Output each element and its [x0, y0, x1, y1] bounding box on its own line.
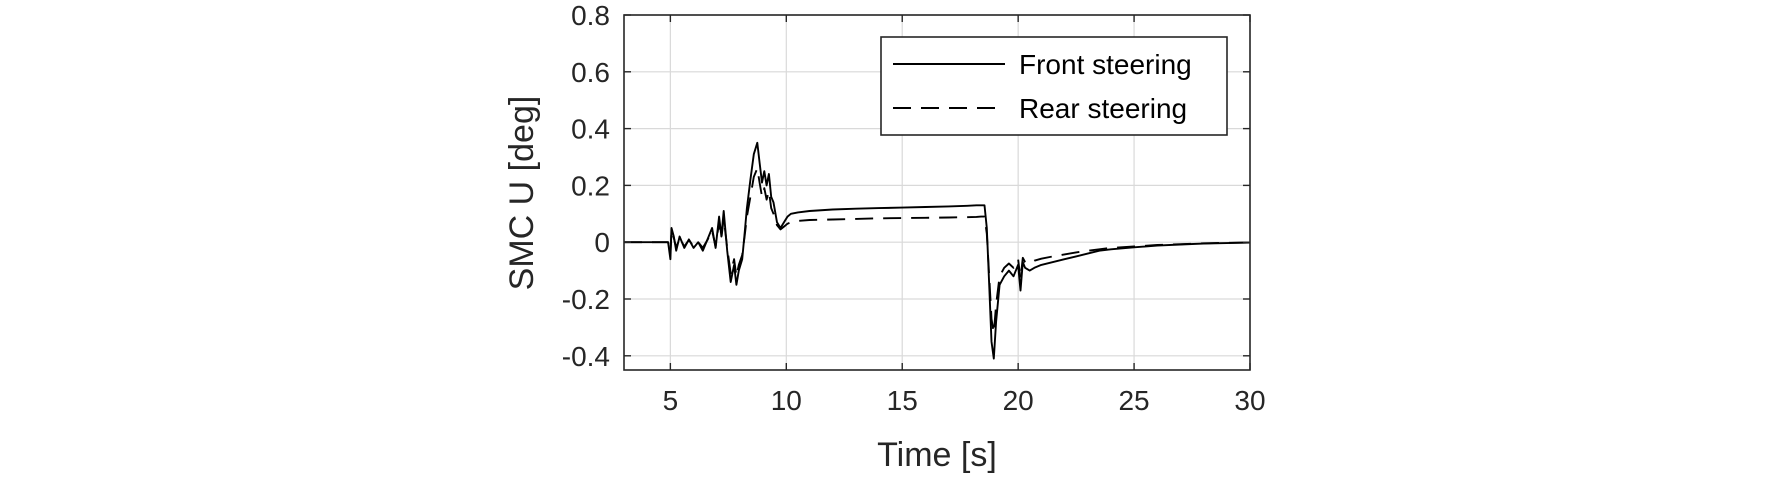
x-tick-label: 15 [887, 385, 918, 416]
legend-label-rear-steering: Rear steering [1019, 93, 1187, 124]
x-tick-label: 20 [1003, 385, 1034, 416]
x-axis-title: Time [s] [877, 436, 997, 474]
y-tick-label: 0 [594, 227, 610, 258]
legend-label-front-steering: Front steering [1019, 49, 1192, 80]
y-tick-label: 0.6 [571, 57, 610, 88]
y-tick-label: 0.4 [571, 114, 610, 145]
y-tick-label: 0.2 [571, 170, 610, 201]
series-group [624, 141, 1251, 360]
x-tick-label: 25 [1118, 385, 1149, 416]
legend-box [880, 36, 1228, 136]
x-tick-label: 5 [663, 385, 679, 416]
y-tick-label: -0.2 [562, 284, 610, 315]
tick-labels: 5 10 15 20 25 30 -0.4 -0.2 0 0.2 0.4 0.6 0.8 [562, 0, 1266, 416]
y-axis-title: SMC U [deg] [503, 96, 541, 291]
y-tick-label: -0.4 [562, 341, 610, 372]
axis-ticks [624, 14, 1251, 370]
y-tick-label: 0.8 [571, 0, 610, 31]
series-rear-steering-line [624, 167, 1251, 335]
x-tick-label: 30 [1234, 385, 1265, 416]
legend: Front steering Rear steering [880, 36, 1228, 136]
plot-frame [623, 14, 1251, 371]
x-tick-label: 10 [771, 385, 802, 416]
